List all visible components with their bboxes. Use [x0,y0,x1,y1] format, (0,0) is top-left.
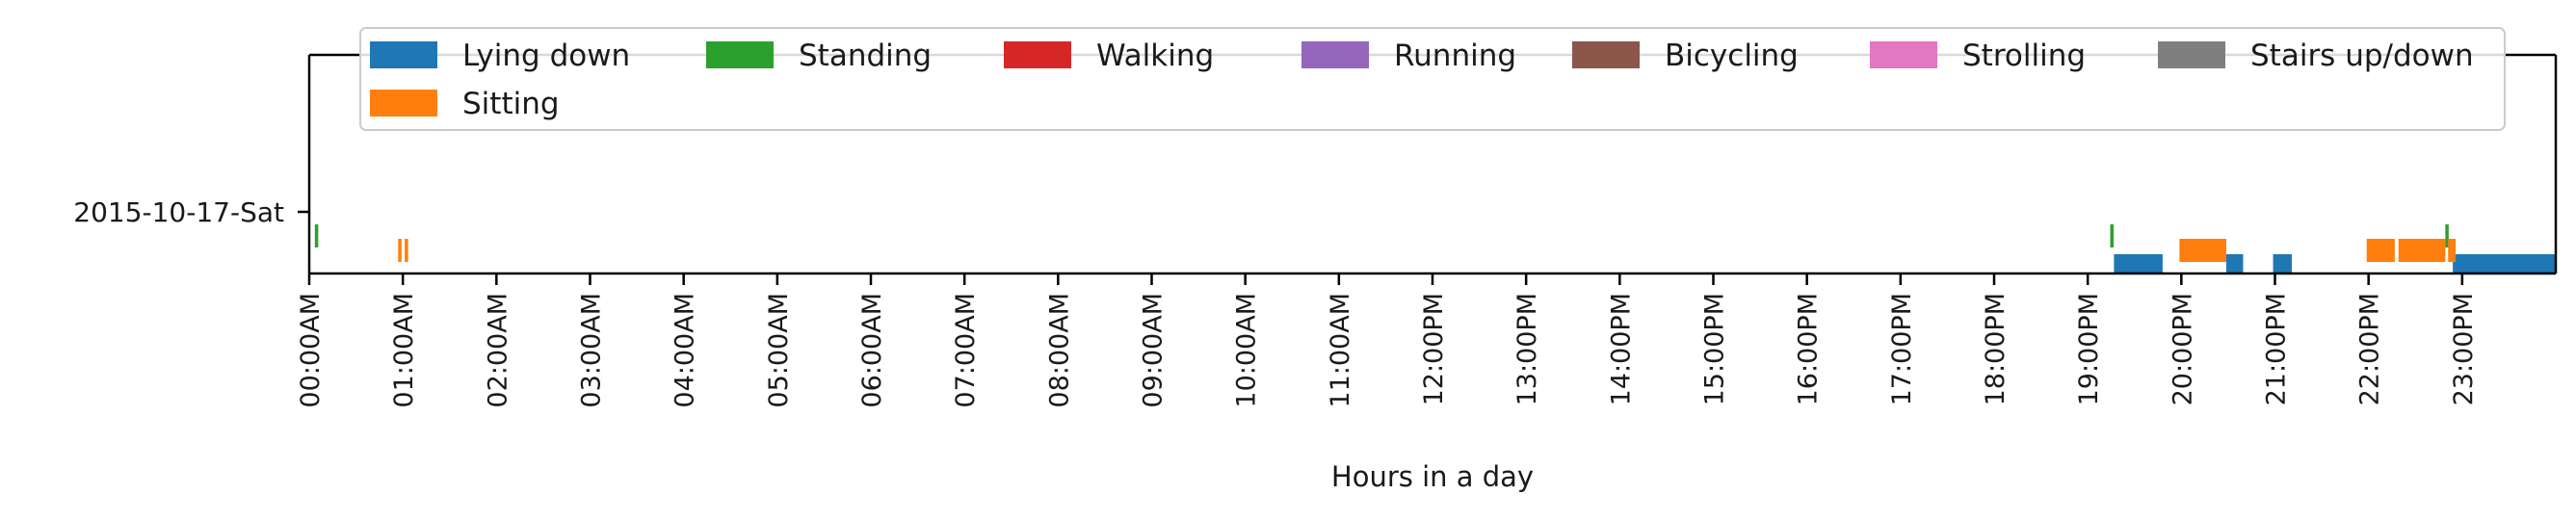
bar-sitting-5 [2448,239,2457,262]
x-tick-label: 01:00AM [389,293,419,408]
bar-sitting-3 [2366,239,2395,262]
x-tick-label: 14:00PM [1606,293,1636,405]
activity-bars [314,224,2556,273]
legend-frame [359,27,2506,131]
legend-label-running: Running [1394,39,1516,73]
legend-swatch-lying-down [370,41,437,68]
x-tick-label: 07:00AM [951,293,981,408]
bar-lying-down-3 [2453,254,2556,273]
x-tick-label: 09:00AM [1139,293,1169,408]
bar-standing-2 [2445,224,2449,247]
x-tick-label: 19:00PM [2074,293,2104,405]
bar-sitting-0 [398,239,402,262]
legend-label-bicycling: Bicycling [1665,39,1799,73]
legend-label-sitting: Sitting [462,87,560,121]
x-tick-label: 08:00AM [1044,293,1074,408]
x-axis-label: Hours in a day [1331,460,1534,493]
legend-swatch-stairs-up-down [2158,41,2225,68]
legend-label-lying-down: Lying down [462,39,630,73]
x-tick-label: 12:00PM [1419,293,1449,405]
legend-swatch-walking [1004,41,1071,68]
x-tick-label: 15:00PM [1700,293,1730,405]
y-axis-ticks: 2015-10-17-Sat [73,196,309,228]
bar-lying-down-1 [2225,254,2244,273]
x-tick-label: 13:00PM [1512,293,1542,405]
x-tick-label: 17:00PM [1887,293,1917,405]
legend-label-walking: Walking [1096,39,1214,73]
legend-swatch-standing [706,41,774,68]
x-tick-label: 22:00PM [2355,293,2385,405]
x-tick-label: 18:00PM [1981,293,2011,405]
legend-swatch-bicycling [1572,41,1640,68]
x-tick-label: 04:00AM [670,293,700,408]
x-tick-label: 20:00PM [2168,293,2197,405]
legend-label-stairs-up-down: Stairs up/down [2250,39,2474,73]
bar-sitting-1 [405,239,408,262]
legend: Lying down Standing Walking Running Bicyclin… [359,27,2506,131]
x-tick-label: 06:00AM [857,293,887,408]
bar-standing-0 [314,224,319,247]
x-tick-label: 03:00AM [577,293,607,408]
x-tick-label: 00:00AM [296,293,326,408]
x-axis-ticks: 00:00AM 01:00AM 02:00AM 03:00AM 04:00AM 05:00… [296,273,2479,408]
x-tick-label: 11:00AM [1326,293,1355,408]
x-tick-label: 21:00PM [2262,293,2292,405]
bar-standing-1 [2110,224,2114,247]
legend-swatch-running [1301,41,1369,68]
x-tick-label: 23:00PM [2449,293,2479,405]
x-tick-label: 16:00PM [1794,293,1824,405]
y-tick-label: 2015-10-17-Sat [73,196,284,228]
legend-swatch-strolling [1870,41,1937,68]
legend-label-strolling: Strolling [1962,39,2086,73]
bar-sitting-2 [2179,239,2226,262]
x-tick-label: 05:00AM [764,293,794,408]
legend-label-standing: Standing [799,39,932,73]
bar-lying-down-2 [2273,254,2292,273]
legend-swatch-sitting [370,90,437,117]
bar-sitting-4 [2398,239,2446,262]
x-tick-label: 02:00AM [483,293,513,408]
bar-lying-down-0 [2114,254,2163,273]
x-tick-label: 10:00AM [1232,293,1262,408]
